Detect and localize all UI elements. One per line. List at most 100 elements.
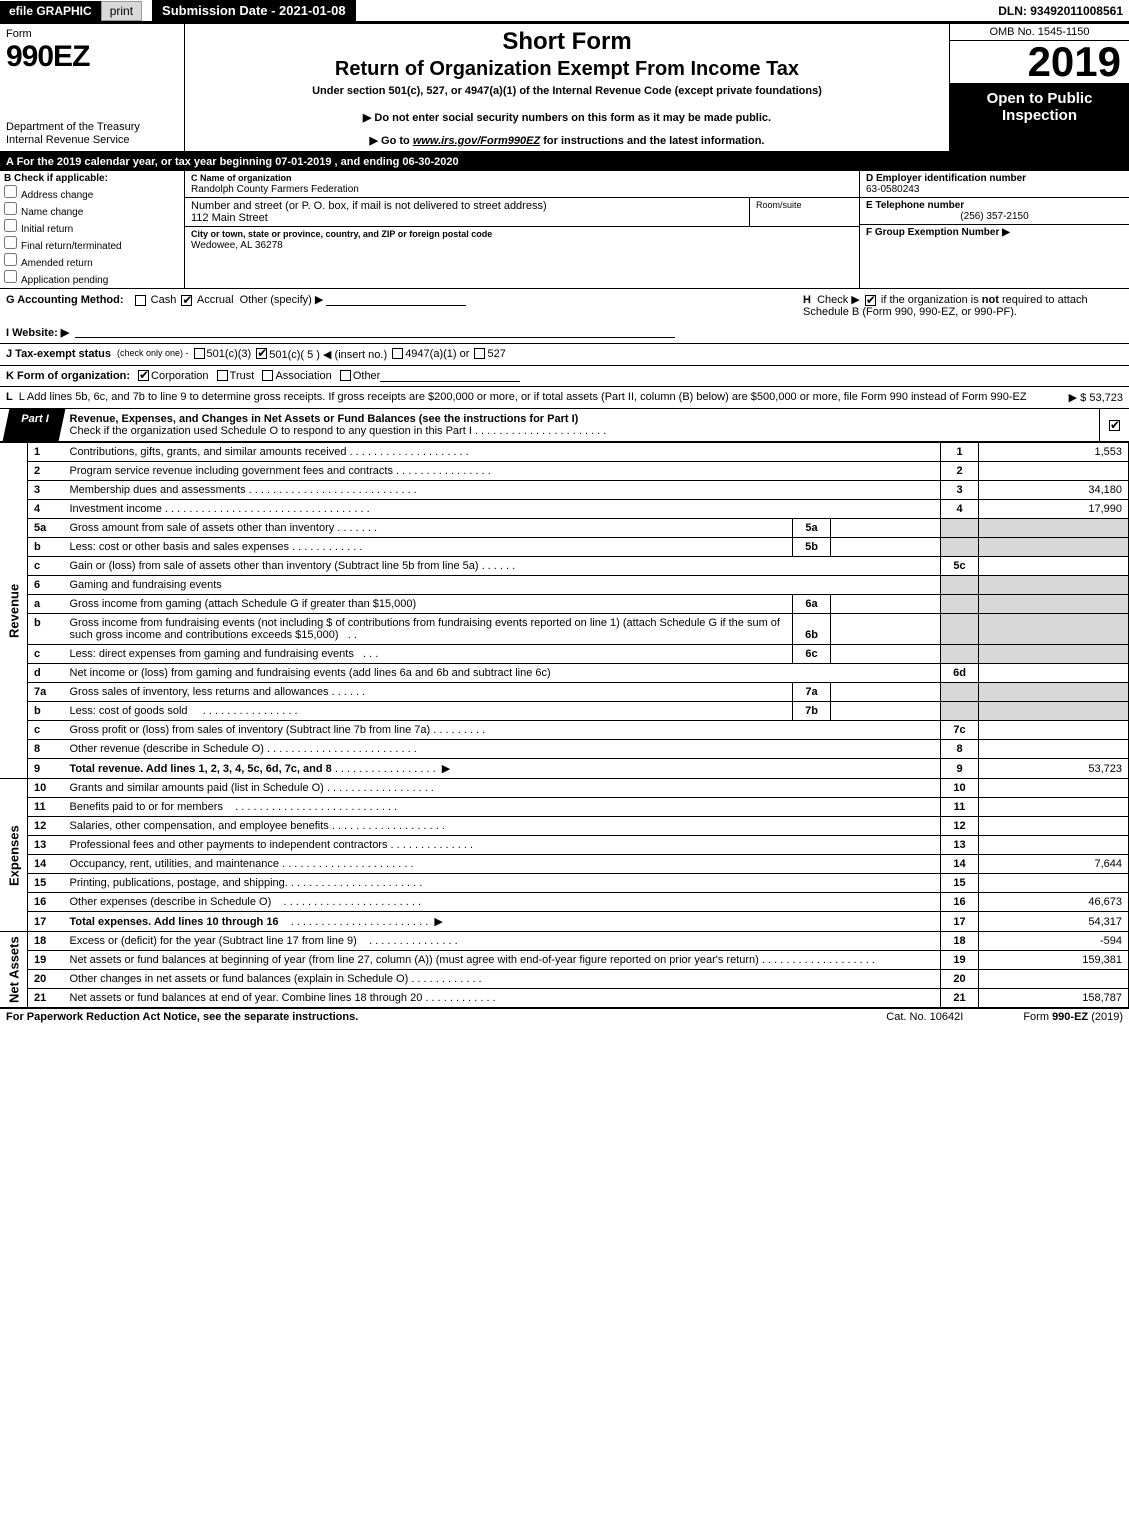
- ln-6c-amt-shade: [979, 645, 1129, 664]
- org-name: Randolph County Farmers Federation: [191, 184, 359, 195]
- form-header: Form 990EZ Department of the Treasury In…: [0, 24, 1129, 154]
- ln-7a-tot-shade: [941, 683, 979, 702]
- g-label: G Accounting Method:: [6, 294, 124, 306]
- ln-7a-subval: [831, 683, 941, 702]
- ln-10-tot: 10: [941, 779, 979, 798]
- g-other: Other (specify) ▶: [240, 294, 324, 306]
- ln-5c-amt: [979, 557, 1129, 576]
- ln-6-desc: Gaming and fundraising events: [64, 576, 941, 595]
- part-i-checkbox[interactable]: [1099, 409, 1129, 441]
- header-middle: Short Form Return of Organization Exempt…: [185, 24, 949, 151]
- chk-4947[interactable]: [392, 348, 403, 359]
- cat-no: Cat. No. 10642I: [886, 1011, 963, 1023]
- chk-final-return[interactable]: Final return/terminated: [4, 236, 180, 252]
- ln-5b-sub: 5b: [793, 538, 831, 557]
- ln-5c-tot: 5c: [941, 557, 979, 576]
- chk-amended[interactable]: Amended return: [4, 253, 180, 269]
- chk-label: Initial return: [21, 224, 73, 235]
- chk-address-change[interactable]: Address change: [4, 185, 180, 201]
- chk-501c[interactable]: [256, 348, 267, 359]
- k-other-input[interactable]: [380, 370, 520, 382]
- chk-accrual[interactable]: [181, 295, 192, 306]
- chk-initial-return[interactable]: Initial return: [4, 219, 180, 235]
- k-corp: Corporation: [151, 370, 208, 382]
- goto-line: ▶ Go to www.irs.gov/Form990EZ for instru…: [191, 134, 943, 147]
- ln-5a-no: 5a: [28, 519, 64, 538]
- ln-6c-subval: [831, 645, 941, 664]
- website-input[interactable]: [75, 326, 675, 338]
- ln-9-tot: 9: [941, 759, 979, 779]
- ln-1-amt: 1,553: [979, 443, 1129, 462]
- l-text: L Add lines 5b, 6c, and 7b to line 9 to …: [19, 391, 1069, 403]
- chk-name-change[interactable]: Name change: [4, 202, 180, 218]
- ln-7b-no: b: [28, 702, 64, 721]
- ln-6d-tot: 6d: [941, 664, 979, 683]
- room-label: Room/suite: [756, 200, 802, 210]
- chk-cash[interactable]: [135, 295, 146, 306]
- row-i: I Website: ▶: [0, 322, 1129, 344]
- k-label: K Form of organization:: [6, 370, 130, 382]
- ln-6a-no: a: [28, 595, 64, 614]
- chk-501c3[interactable]: [194, 348, 205, 359]
- ln-6d-desc: Net income or (loss) from gaming and fun…: [64, 664, 941, 683]
- part-i-sub: Check if the organization used Schedule …: [70, 425, 472, 437]
- irs-link[interactable]: www.irs.gov/Form990EZ: [413, 135, 540, 147]
- ln-6c-sub: 6c: [793, 645, 831, 664]
- dln: DLN: 93492011008561: [992, 2, 1129, 20]
- side-netassets: Net Assets: [0, 932, 28, 1008]
- goto-pre: ▶ Go to: [370, 135, 413, 147]
- ln-7b-sub: 7b: [793, 702, 831, 721]
- header-left: Form 990EZ Department of the Treasury In…: [0, 24, 185, 151]
- efile-button[interactable]: efile GRAPHIC: [0, 1, 101, 21]
- chk-trust[interactable]: [217, 370, 228, 381]
- ln-6a-subval: [831, 595, 941, 614]
- ln-4-tot: 4: [941, 500, 979, 519]
- ein: 63-0580243: [866, 184, 919, 195]
- chk-schedule-b[interactable]: [865, 295, 876, 306]
- g-other-input[interactable]: [326, 294, 466, 306]
- side-revenue: Revenue: [0, 443, 28, 779]
- chk-other[interactable]: [340, 370, 351, 381]
- ln-6-no: 6: [28, 576, 64, 595]
- print-link[interactable]: print: [101, 1, 142, 21]
- phone-row: E Telephone number (256) 357-2150: [860, 198, 1129, 225]
- financial-table: Revenue 1 Contributions, gifts, grants, …: [0, 442, 1129, 1008]
- ln-16-tot: 16: [941, 893, 979, 912]
- ln-7c-no: c: [28, 721, 64, 740]
- ln-7b-tot-shade: [941, 702, 979, 721]
- ln-19-no: 19: [28, 951, 64, 970]
- ln-9-no: 9: [28, 759, 64, 779]
- ln-19-desc: Net assets or fund balances at beginning…: [64, 951, 941, 970]
- ln-11-amt: [979, 798, 1129, 817]
- ln-2-amt: [979, 462, 1129, 481]
- short-form-title: Short Form: [191, 28, 943, 56]
- chk-corp[interactable]: [138, 370, 149, 381]
- ln-17-amt: 54,317: [979, 912, 1129, 932]
- section-c: C Name of organization Randolph County F…: [185, 171, 859, 288]
- ln-5b-desc: Less: cost or other basis and sales expe…: [64, 538, 793, 557]
- ln-6b-desc: Gross income from fundraising events (no…: [64, 614, 793, 645]
- chk-app-pending[interactable]: Application pending: [4, 270, 180, 286]
- city-row: City or town, state or province, country…: [185, 227, 859, 288]
- k-trust: Trust: [230, 370, 255, 382]
- chk-527[interactable]: [474, 348, 485, 359]
- ein-row: D Employer identification number 63-0580…: [860, 171, 1129, 198]
- ln-3-no: 3: [28, 481, 64, 500]
- ln-6d-no: d: [28, 664, 64, 683]
- i-label: I Website: ▶: [6, 326, 69, 339]
- chk-label: Name change: [21, 207, 83, 218]
- form-number: 990EZ: [6, 40, 178, 74]
- chk-assoc[interactable]: [262, 370, 273, 381]
- ln-13-amt: [979, 836, 1129, 855]
- g-cash: Cash: [151, 294, 177, 306]
- ln-11-no: 11: [28, 798, 64, 817]
- ln-19-tot: 19: [941, 951, 979, 970]
- ln-3-amt: 34,180: [979, 481, 1129, 500]
- d-label: D Employer identification number: [866, 173, 1026, 184]
- ln-21-desc: Net assets or fund balances at end of ye…: [64, 989, 941, 1008]
- f-label: F Group Exemption Number ▶: [866, 227, 1010, 238]
- ln-18-amt: -594: [979, 932, 1129, 951]
- ln-9-amt: 53,723: [979, 759, 1129, 779]
- ln-10-no: 10: [28, 779, 64, 798]
- ln-5b-amt-shade: [979, 538, 1129, 557]
